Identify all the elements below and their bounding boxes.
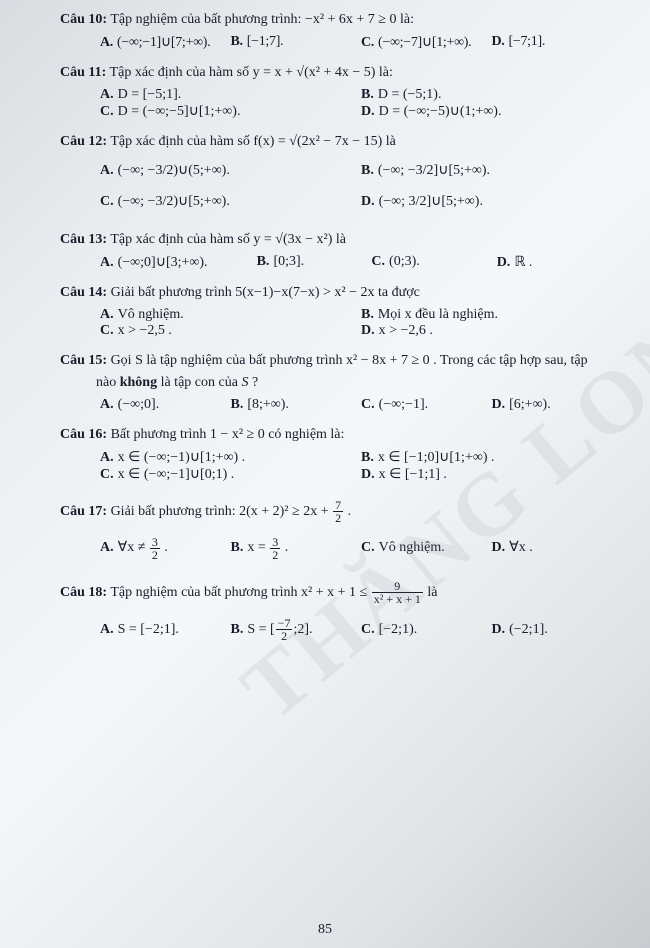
q11-opt-a: A.D = [−5;1]. <box>100 87 361 103</box>
q18-opt-c: C.[−2;1). <box>361 615 492 646</box>
q11-opt-b: B.D = (−5;1). <box>361 87 622 103</box>
q13-stem: Tập xác định của hàm số y = √(3x − x²) l… <box>110 232 346 247</box>
q12-stem: Tập xác định của hàm số f(x) = √(2x² − 7… <box>110 134 396 149</box>
q15-opt-c: C.(−∞;−1]. <box>361 397 492 413</box>
q10-opt-c: C.(−∞;−7]∪[1;+∞). <box>361 34 492 51</box>
q16-opt-b: B.x ∈ [−1;0]∪[1;+∞) . <box>361 449 622 466</box>
q12-opt-d: D.(−∞; 3/2]∪[5;+∞). <box>361 187 622 218</box>
q18-opt-a: A.S = [−2;1]. <box>100 615 231 646</box>
q14-stem: Giải bất phương trình 5(x−1)−x(7−x) > x²… <box>111 285 420 300</box>
q17-opt-b: B.x = 32 . <box>231 533 362 564</box>
q16-opt-d: D.x ∈ [−1;1] . <box>361 466 622 483</box>
q11-opt-d: D.D = (−∞;−5)∪(1;+∞). <box>361 103 622 120</box>
question-17: Câu 17: Giải bất phương trình: 2(x + 2)²… <box>60 497 622 565</box>
q13-opt-a: A.(−∞;0]∪[3;+∞). <box>100 254 257 271</box>
question-14: Câu 14: Giải bất phương trình 5(x−1)−x(7… <box>60 285 622 339</box>
q11-stem: Tập xác định của hàm số y = x + √(x² + 4… <box>110 65 393 80</box>
q17-opt-c: C.Vô nghiệm. <box>361 533 492 564</box>
q14-opt-d: D.x > −2,6 . <box>361 323 622 339</box>
q10-opt-a: A.(−∞;−1]∪[7;+∞). <box>100 34 231 51</box>
q16-opt-a: A.x ∈ (−∞;−1)∪[1;+∞) . <box>100 449 361 466</box>
q17-label: Câu 17: <box>60 504 107 519</box>
question-11: Câu 11: Tập xác định của hàm số y = x + … <box>60 65 622 120</box>
q15-stem2: nào không là tập con của S ? <box>96 375 622 391</box>
q11-label: Câu 11: <box>60 65 106 80</box>
q10-label: Câu 10: <box>60 12 107 27</box>
q15-opt-d: D.[6;+∞). <box>492 397 623 413</box>
q17-stem: Giải bất phương trình: 2(x + 2)² ≥ 2x + … <box>111 504 352 519</box>
question-10: Câu 10: Tập nghiệm của bất phương trình:… <box>60 12 622 51</box>
q17-opt-d: D.∀x . <box>492 533 623 564</box>
q13-opt-b: B.[0;3]. <box>257 254 372 271</box>
page-number: 85 <box>0 922 650 938</box>
q15-opt-a: A.(−∞;0]. <box>100 397 231 413</box>
q12-opt-c: C.(−∞; −3/2)∪[5;+∞). <box>100 187 361 218</box>
q18-opt-d: D.(−2;1]. <box>492 615 623 646</box>
q18-stem: Tập nghiệm của bất phương trình x² + x +… <box>110 585 437 600</box>
q14-opt-a: A.Vô nghiệm. <box>100 307 361 323</box>
question-18: Câu 18: Tập nghiệm của bất phương trình … <box>60 578 622 646</box>
q15-opt-b: B.[8;+∞). <box>231 397 362 413</box>
q13-label: Câu 13: <box>60 232 107 247</box>
q14-opt-c: C.x > −2,5 . <box>100 323 361 339</box>
q10-opt-d: D.[−7;1]. <box>492 34 623 51</box>
q16-opt-c: C.x ∈ (−∞;−1]∪[0;1) . <box>100 466 361 483</box>
q15-label: Câu 15: <box>60 353 107 368</box>
q13-opt-c: C.(0;3). <box>371 254 496 271</box>
q13-opt-d: D.ℝ . <box>497 254 612 271</box>
question-13: Câu 13: Tập xác định của hàm số y = √(3x… <box>60 232 622 271</box>
q11-opt-c: C.D = (−∞;−5]∪[1;+∞). <box>100 103 361 120</box>
q16-stem: Bất phương trình 1 − x² ≥ 0 có nghiệm là… <box>111 427 345 442</box>
q12-opt-b: B.(−∞; −3/2]∪[5;+∞). <box>361 156 622 187</box>
question-15: Câu 15: Gọi S là tập nghiệm của bất phươ… <box>60 353 622 413</box>
q16-label: Câu 16: <box>60 427 107 442</box>
q14-opt-b: B.Mọi x đều là nghiệm. <box>361 307 622 323</box>
q10-stem: Tập nghiệm của bất phương trình: −x² + 6… <box>110 12 414 27</box>
q18-opt-b: B.S = [−72;2]. <box>231 615 362 646</box>
q12-opt-a: A.(−∞; −3/2)∪(5;+∞). <box>100 156 361 187</box>
question-12: Câu 12: Tập xác định của hàm số f(x) = √… <box>60 134 622 218</box>
q10-opt-b: B.[−1;7]. <box>231 34 362 51</box>
q18-label: Câu 18: <box>60 585 107 600</box>
q14-label: Câu 14: <box>60 285 107 300</box>
q17-opt-a: A.∀x ≠ 32 . <box>100 533 231 564</box>
q15-stem1: Gọi S là tập nghiệm của bất phương trình… <box>111 353 588 368</box>
question-16: Câu 16: Bất phương trình 1 − x² ≥ 0 có n… <box>60 427 622 483</box>
q12-label: Câu 12: <box>60 134 107 149</box>
